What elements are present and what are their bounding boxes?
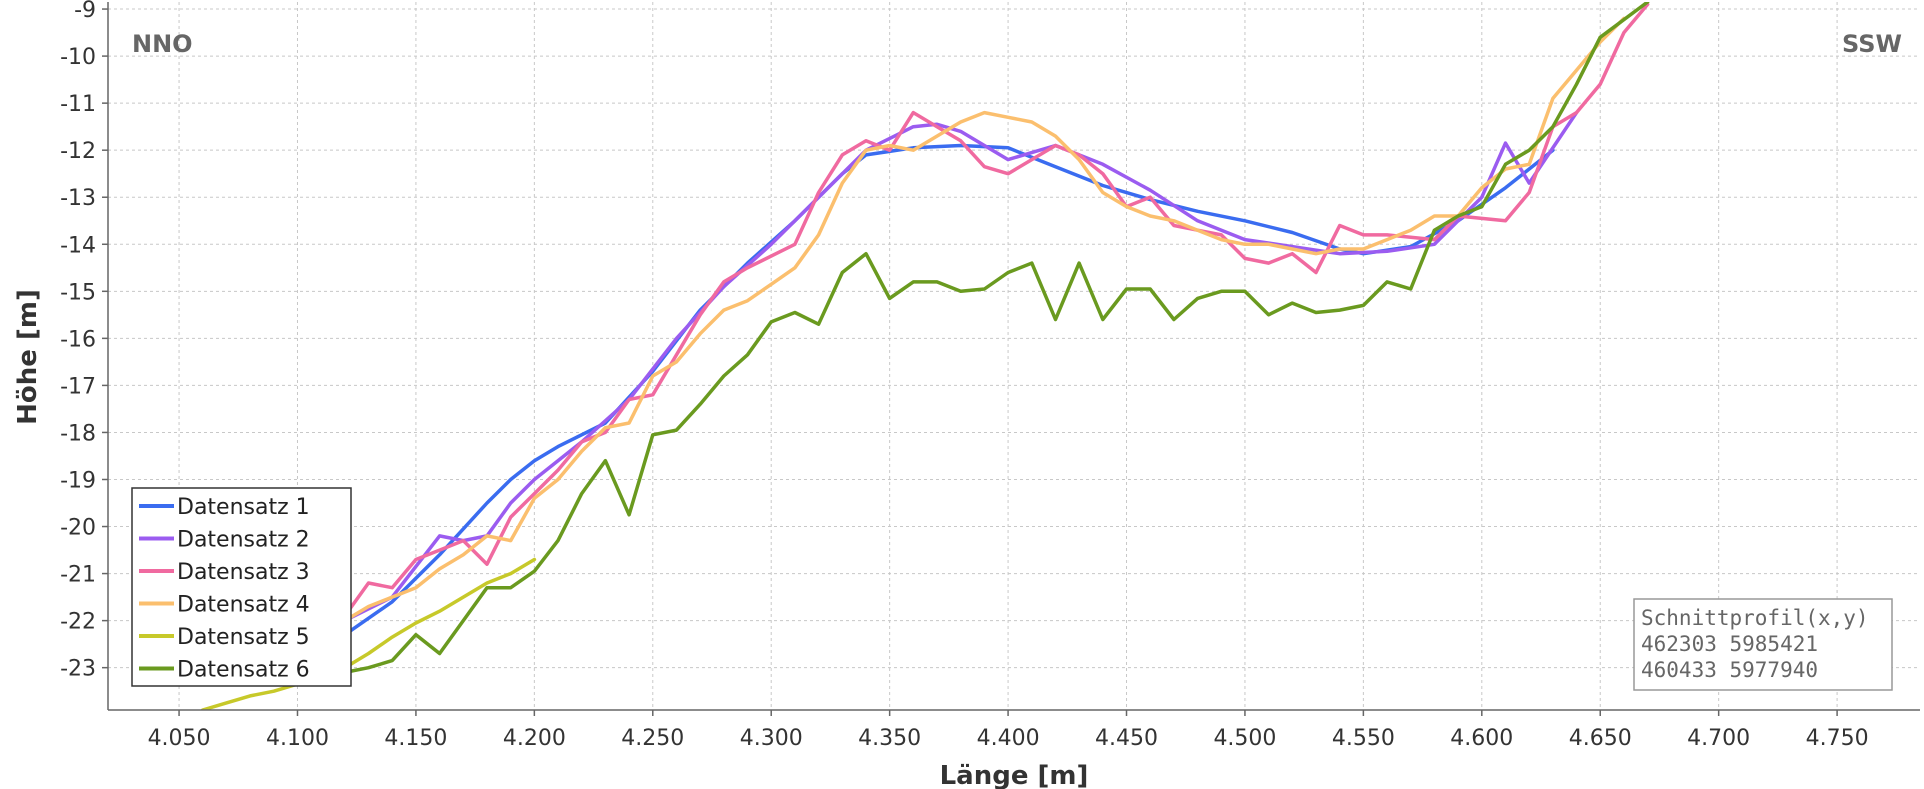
y-tick-label: -15 — [60, 280, 96, 305]
x-tick-label: 4.050 — [148, 726, 211, 751]
series-line-2 — [295, 110, 1579, 661]
series-line-3 — [319, 2, 1650, 632]
x-axis-ticks: 4.050 4.100 4.150 4.200 4.250 4.300 4.350 4.400… — [148, 710, 1869, 751]
y-tick-label: -17 — [60, 374, 96, 399]
grid — [108, 2, 1920, 710]
x-tick-label: 4.500 — [1213, 726, 1276, 751]
x-tick-label: 4.250 — [621, 726, 684, 751]
legend-label: Datensatz 4 — [177, 593, 310, 618]
legend-label: Datensatz 2 — [177, 528, 310, 553]
y-axis-ticks: -9 -10 -11 -12 -13 -14 -15 -16 -17 -18 -19 -20 -21 -2… — [60, 0, 108, 682]
y-axis-title: Höhe [m] — [13, 289, 43, 425]
legend-items: Datensatz 1 Datensatz 2 Datensatz 3 Datensa… — [139, 495, 310, 683]
x-tick-label: 4.400 — [977, 726, 1040, 751]
y-tick-label: -22 — [60, 610, 96, 635]
corner-label-right: SSW — [1842, 30, 1902, 58]
x-tick-label: 4.750 — [1806, 726, 1869, 751]
legend-label: Datensatz 6 — [177, 658, 310, 683]
y-tick-label: -13 — [60, 186, 96, 211]
x-axis-title: Länge [m] — [940, 761, 1089, 789]
series-lines — [200, 2, 1650, 710]
y-tick-label: -11 — [60, 92, 96, 117]
y-tick-label: -12 — [60, 139, 96, 164]
y-tick-label: -14 — [60, 233, 96, 258]
x-tick-label: 4.350 — [858, 726, 921, 751]
info-box-coord-1: 462303 5985421 — [1641, 632, 1818, 656]
legend-label: Datensatz 5 — [177, 625, 310, 650]
series-line-4 — [343, 16, 1626, 623]
y-tick-label: -19 — [60, 468, 96, 493]
corner-label-left: NNO — [132, 30, 193, 58]
x-tick-label: 4.100 — [266, 726, 329, 751]
y-tick-label: -20 — [60, 516, 96, 541]
series-line-6 — [319, 2, 1650, 679]
legend-label: Datensatz 3 — [177, 560, 310, 585]
info-box-coord-2: 460433 5977940 — [1641, 658, 1818, 682]
x-tick-label: 4.450 — [1095, 726, 1158, 751]
y-tick-label: -16 — [60, 327, 96, 352]
legend-box — [131, 487, 352, 687]
info-box-frame — [1633, 598, 1893, 691]
x-tick-label: 4.300 — [740, 726, 803, 751]
y-tick-label: -21 — [60, 563, 96, 588]
legend-label: Datensatz 1 — [177, 495, 310, 520]
x-tick-label: 4.150 — [384, 726, 447, 751]
x-tick-label: 4.200 — [503, 726, 566, 751]
y-tick-label: -23 — [60, 657, 96, 682]
x-tick-label: 4.650 — [1569, 726, 1632, 751]
x-tick-label: 4.600 — [1450, 726, 1513, 751]
x-tick-label: 4.700 — [1687, 726, 1750, 751]
y-tick-label: -9 — [74, 0, 96, 23]
info-box-title: Schnittprofil(x,y) — [1641, 606, 1869, 630]
info-box: Schnittprofil(x,y) 462303 5985421 460433… — [1633, 598, 1893, 691]
legend: Datensatz 1 Datensatz 2 Datensatz 3 Datensa… — [131, 487, 352, 687]
y-tick-label: -10 — [60, 45, 96, 70]
x-tick-label: 4.550 — [1332, 726, 1395, 751]
y-tick-label: -18 — [60, 421, 96, 446]
series-line-5 — [200, 557, 537, 710]
